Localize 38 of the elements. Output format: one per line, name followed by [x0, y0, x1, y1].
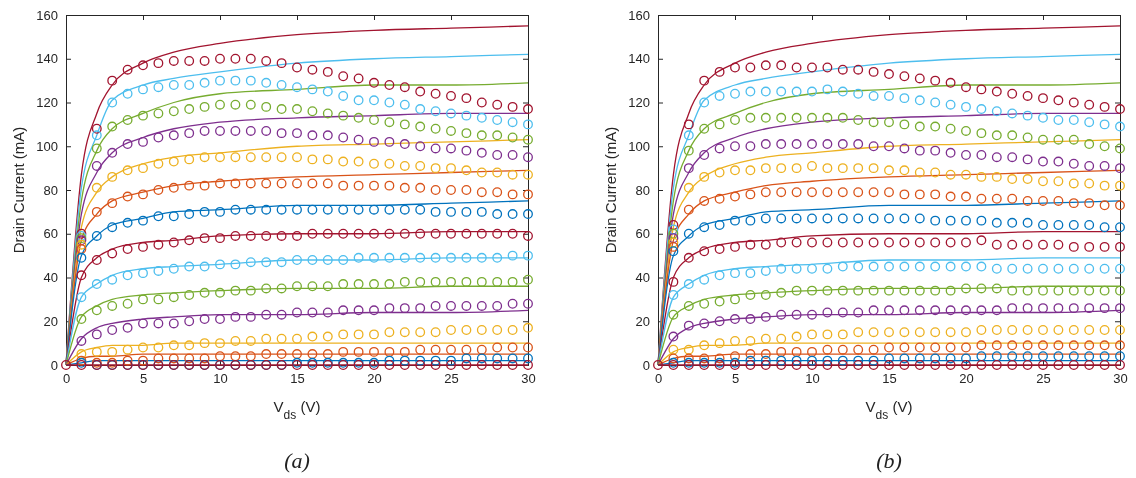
x-tick-label: 20: [367, 371, 382, 387]
x-tick-label: 10: [213, 371, 228, 387]
y-tick-label: 20: [635, 313, 650, 329]
x-tick-label: 5: [139, 371, 148, 387]
text: (a): [284, 448, 310, 473]
y-tick-label: 60: [635, 226, 650, 242]
x-tick-label: 0: [654, 371, 663, 387]
y-tick-label: 100: [628, 138, 650, 154]
y-tick-label: 160: [628, 7, 650, 23]
x-tick-label: 20: [959, 371, 974, 387]
x-tick-label: 0: [62, 371, 71, 387]
y-tick-label: 140: [628, 51, 650, 67]
x-tick-label: 15: [290, 371, 305, 387]
y-axis-title: Drain Current (mA): [602, 126, 619, 254]
x-tick-label: 25: [1036, 371, 1051, 387]
y-tick-label: 140: [36, 51, 58, 67]
y-tick-label: 100: [36, 138, 58, 154]
x-tick-label: 10: [805, 371, 820, 387]
x-axis-title: V$_{ds}$ (V): [273, 398, 321, 422]
x-tick-label: 30: [521, 371, 536, 387]
y-tick-label: 20: [43, 313, 58, 329]
text: (b): [876, 448, 902, 473]
y-tick-label: 80: [635, 182, 650, 198]
x-tick-label: 5: [731, 371, 740, 387]
y-tick-label: 120: [628, 95, 650, 111]
y-axis-title: Drain Current (mA): [10, 126, 27, 254]
y-tick-label: 0: [50, 357, 58, 373]
x-tick-label: 25: [444, 371, 459, 387]
x-axis-title: V$_{ds}$ (V): [865, 398, 913, 422]
y-tick-label: 60: [43, 226, 58, 242]
y-tick-label: 0: [642, 357, 650, 373]
x-tick-label: 30: [1113, 371, 1128, 387]
y-tick-label: 40: [43, 270, 58, 286]
y-tick-label: 120: [36, 95, 58, 111]
x-tick-label: 15: [882, 371, 897, 387]
y-tick-label: 160: [36, 7, 58, 23]
y-tick-label: 40: [635, 270, 650, 286]
y-tick-label: 80: [43, 182, 58, 198]
